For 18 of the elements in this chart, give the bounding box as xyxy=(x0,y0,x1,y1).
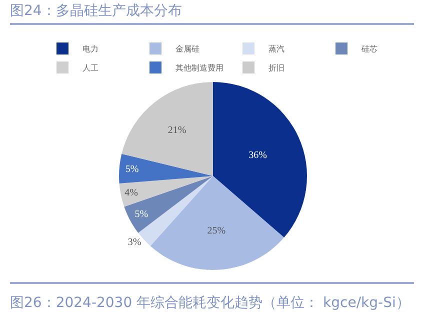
legend-label: 其他制造费用 xyxy=(176,64,224,73)
legend-label: 蒸汽 xyxy=(268,44,284,54)
legend-label: 人工 xyxy=(82,64,98,73)
caption: 图26：2024-2030 年综合能耗变化趋势（单位： kgce/kg-Si） xyxy=(10,282,414,312)
legend-label: 金属硅 xyxy=(176,44,200,54)
data-label: 4% xyxy=(124,188,138,199)
data-label: 36% xyxy=(248,150,267,162)
chart-title: 图24：多晶硅生产成本分布 xyxy=(10,2,414,25)
legend-label: 折旧 xyxy=(268,64,284,73)
legend-label: 硅芯 xyxy=(360,44,378,54)
data-label: 5% xyxy=(134,208,148,220)
pie-slice xyxy=(119,154,213,184)
data-label: 3% xyxy=(128,236,142,248)
legend-label: 电力 xyxy=(82,44,98,54)
data-label: 5% xyxy=(125,164,139,176)
data-label: 25% xyxy=(207,225,226,236)
data-label: 21% xyxy=(168,124,186,136)
pie-slice xyxy=(150,176,284,270)
